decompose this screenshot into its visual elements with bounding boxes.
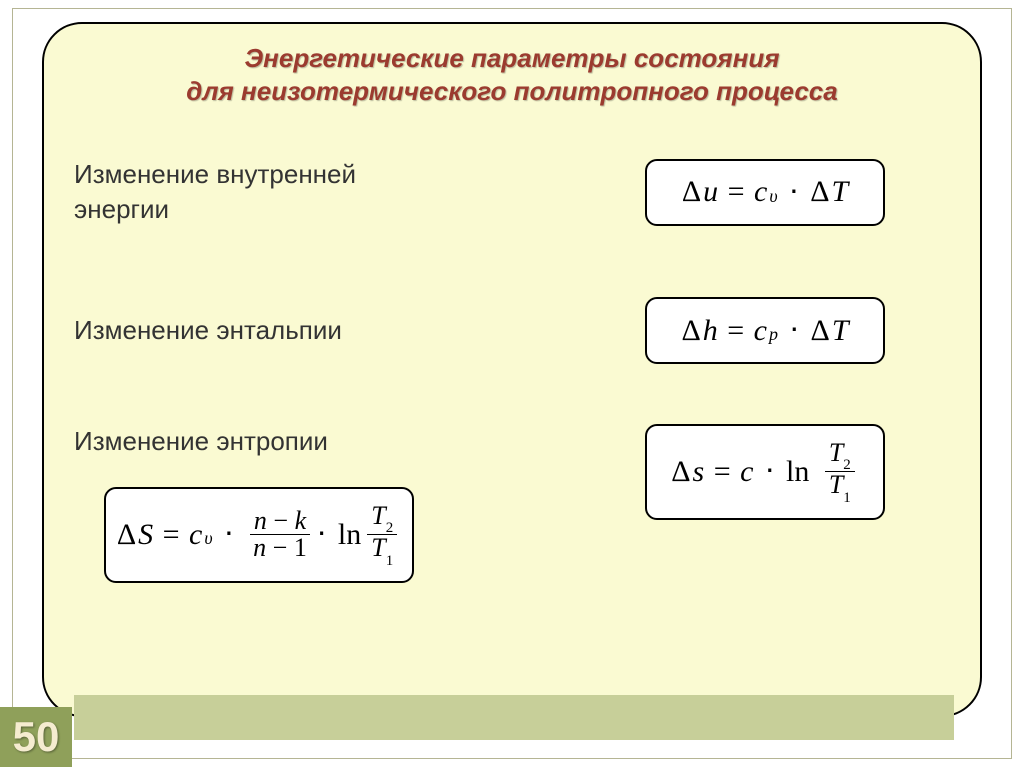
title-line-2: для неизотермического политропного проце… xyxy=(74,75,950,108)
row-internal-energy: Изменение внутренней энергии Δu = cυ ⋅ Δ… xyxy=(74,157,950,227)
page-number-badge: 50 xyxy=(0,707,72,767)
formula-delta-s: Δs = c ⋅ ln T2 T1 xyxy=(671,440,859,503)
bottom-strip xyxy=(74,695,954,740)
title-block: Энергетические параметры состояния для н… xyxy=(74,42,950,107)
formula-box-delta-s-full: ΔS = cυ ⋅ n − k n − 1 ⋅ ln T2 T1 xyxy=(104,487,414,582)
formula-box-delta-u: Δu = cυ ⋅ ΔT xyxy=(645,159,885,226)
main-card: Энергетические параметры состояния для н… xyxy=(42,22,982,717)
page-number: 50 xyxy=(13,713,60,761)
row-entropy: Изменение энтропии ΔS = cυ ⋅ n − k n − 1… xyxy=(74,424,950,582)
label-internal-energy: Изменение внутренней энергии xyxy=(74,157,434,227)
formula-delta-s-full: ΔS = cυ ⋅ n − k n − 1 ⋅ ln T2 T1 xyxy=(117,503,401,566)
formula-box-delta-s: Δs = c ⋅ ln T2 T1 xyxy=(645,424,885,519)
formula-delta-u: Δu = cυ ⋅ ΔT xyxy=(682,175,848,210)
title-line-1: Энергетические параметры состояния xyxy=(74,42,950,75)
label-enthalpy: Изменение энтальпии xyxy=(74,313,342,348)
row-enthalpy: Изменение энтальпии Δh = cp ⋅ ΔT xyxy=(74,297,950,364)
label-entropy: Изменение энтропии xyxy=(74,424,414,459)
formula-box-delta-h: Δh = cp ⋅ ΔT xyxy=(645,297,885,364)
formula-delta-h: Δh = cp ⋅ ΔT xyxy=(681,313,848,348)
